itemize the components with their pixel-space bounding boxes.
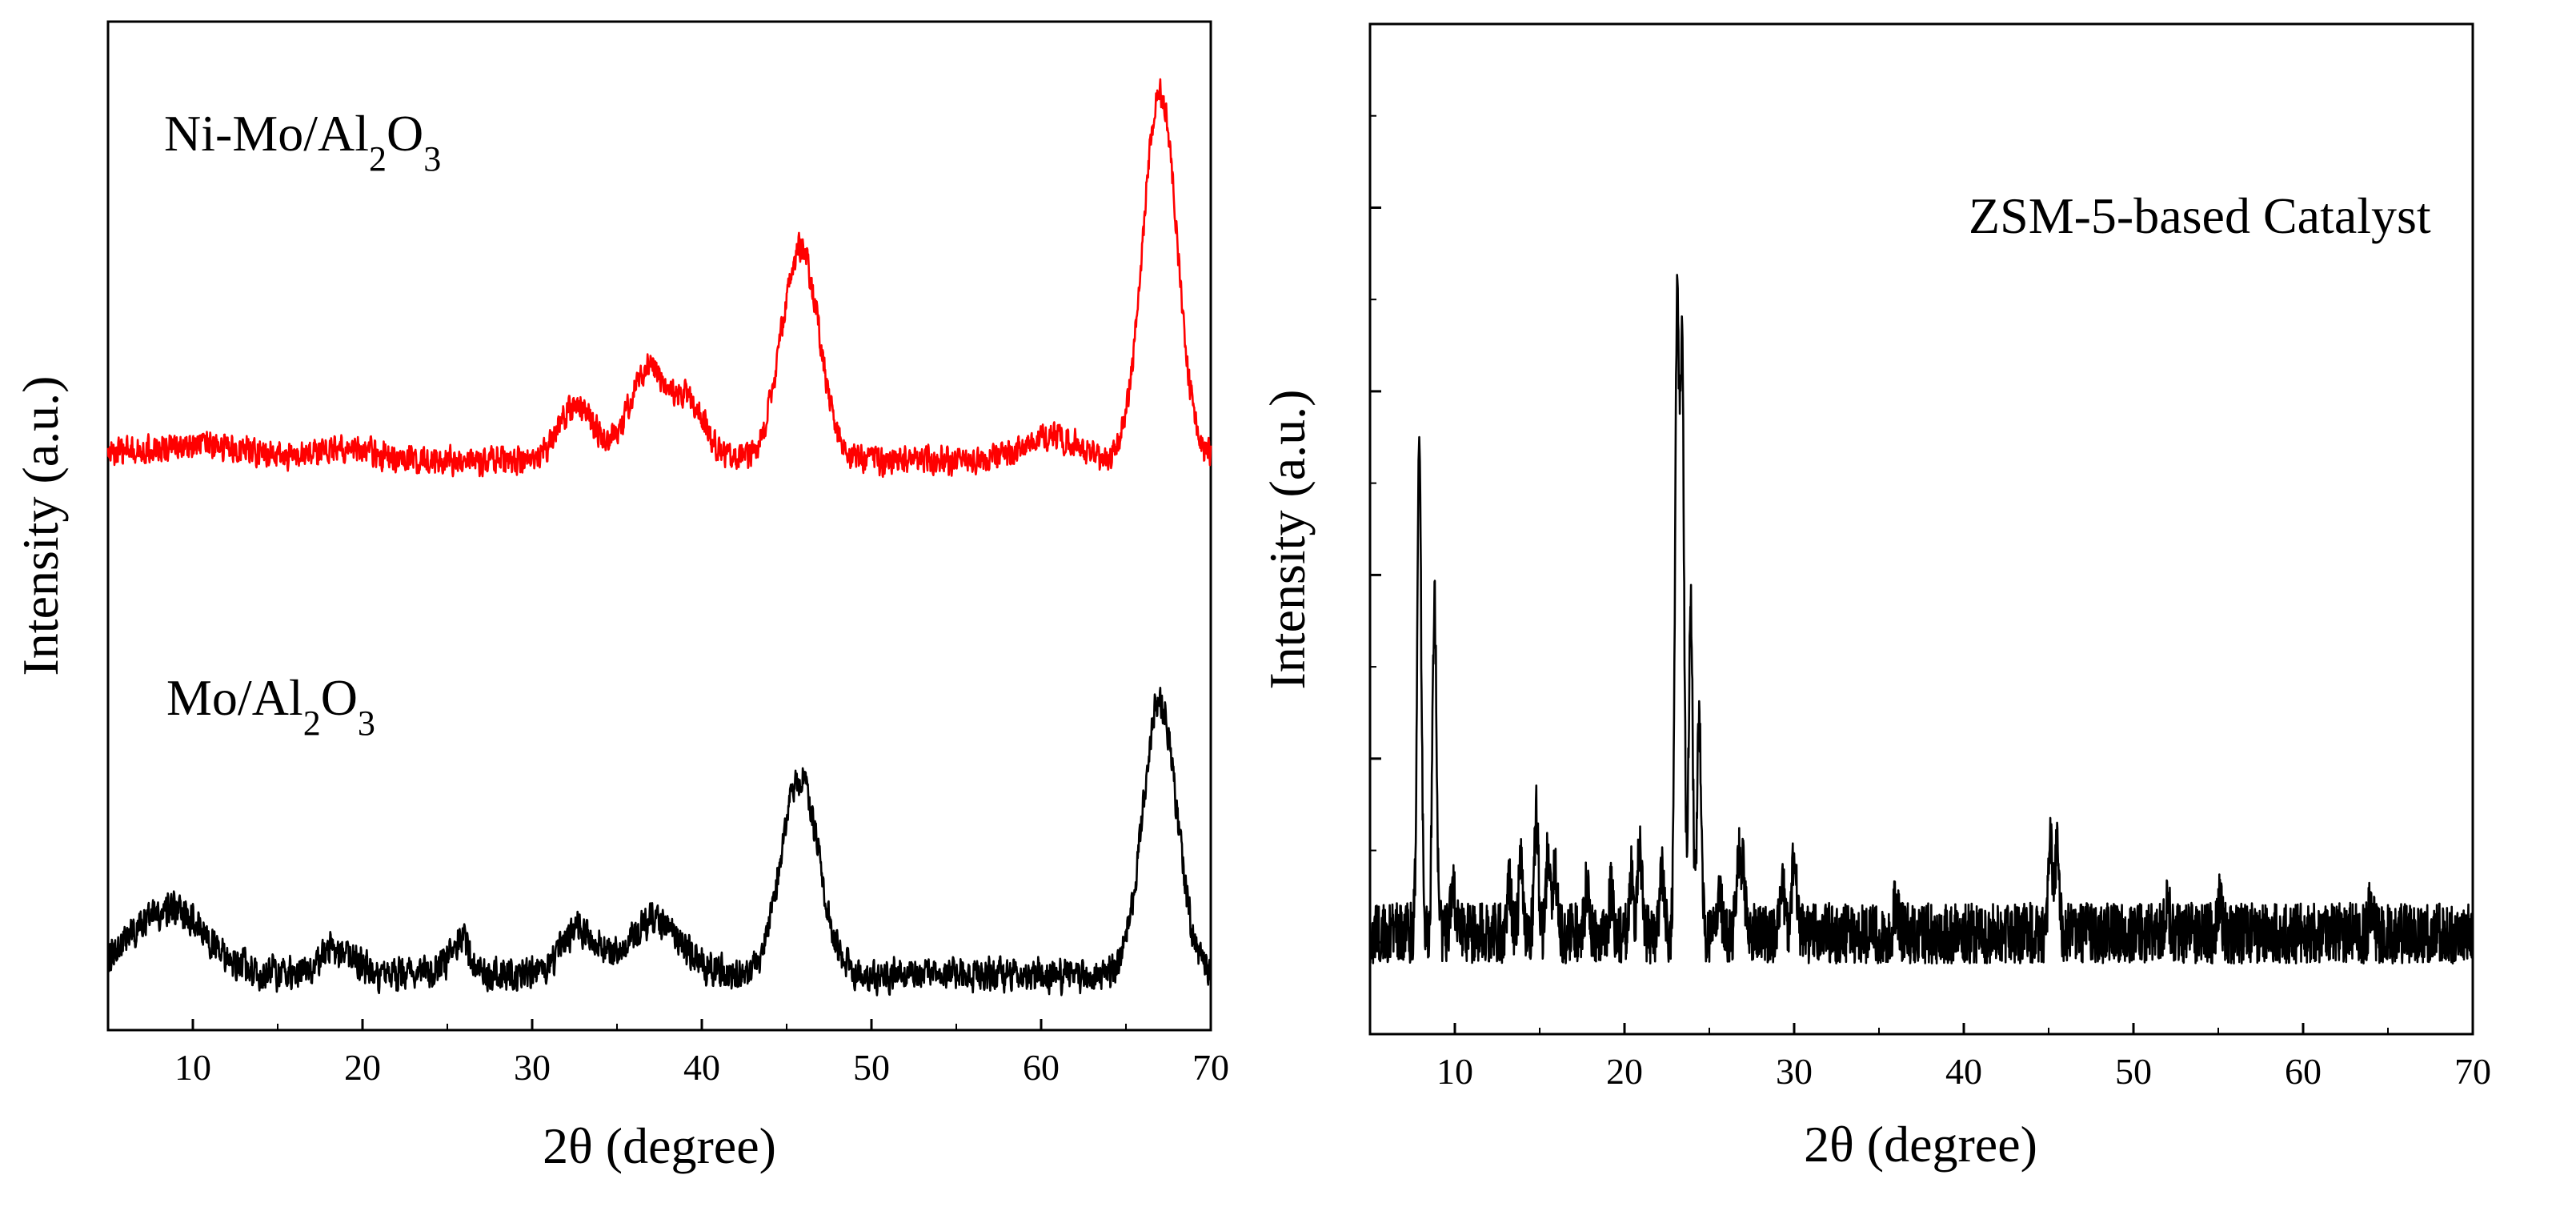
right-chart-panel: 10 20 30 40 50 60 70 ZSM-5-based Catalyst Inte… [1259, 22, 2491, 1173]
series-line-zsm-5-based-catalyst [1368, 274, 2474, 964]
series-line-mo-al2o3 [106, 687, 1212, 996]
right-series-group [1368, 274, 2474, 964]
x-tick-label: 70 [2454, 1051, 2491, 1092]
right-x-ticks: 10 20 30 40 50 60 70 [1436, 1023, 2491, 1092]
x-tick-label: 30 [514, 1047, 551, 1088]
x-tick-label: 30 [1776, 1051, 1813, 1092]
left-x-axis-title: 2θ (degree) [543, 1117, 776, 1174]
x-tick-label: 50 [2115, 1051, 2152, 1092]
zsm5-annotation: ZSM-5-based Catalyst [1969, 187, 2431, 244]
x-tick-label: 20 [344, 1047, 381, 1088]
x-tick-label: 20 [1606, 1051, 1643, 1092]
ni-mo-series-label: Ni-Mo/Al2O3 [164, 105, 441, 178]
right-y-axis-title: Intensity (a.u.) [1259, 390, 1316, 690]
series-line-ni-mo-al2o3 [106, 78, 1212, 479]
left-x-ticks: 10 20 30 40 50 60 70 [174, 1019, 1229, 1088]
left-chart-panel: 10 20 30 40 50 60 70 Ni-Mo/Al2O3 Mo/Al2O3 Inte… [12, 20, 1229, 1174]
x-tick-label: 40 [1945, 1051, 1982, 1092]
left-plot-frame [106, 20, 1212, 1032]
left-series-group [106, 78, 1212, 996]
right-y-ticks [1370, 114, 1381, 944]
left-y-axis-title: Intensity (a.u.) [12, 376, 69, 676]
x-tick-label: 60 [1023, 1047, 1060, 1088]
x-tick-label: 10 [1436, 1051, 1473, 1092]
x-tick-label: 60 [2285, 1051, 2322, 1092]
x-tick-label: 40 [683, 1047, 720, 1088]
x-tick-label: 10 [174, 1047, 211, 1088]
x-tick-label: 50 [853, 1047, 890, 1088]
x-tick-label: 70 [1192, 1047, 1229, 1088]
mo-series-label: Mo/Al2O3 [166, 669, 375, 743]
right-x-axis-title: 2θ (degree) [1804, 1116, 2037, 1173]
right-plot-frame [1368, 22, 2474, 1036]
